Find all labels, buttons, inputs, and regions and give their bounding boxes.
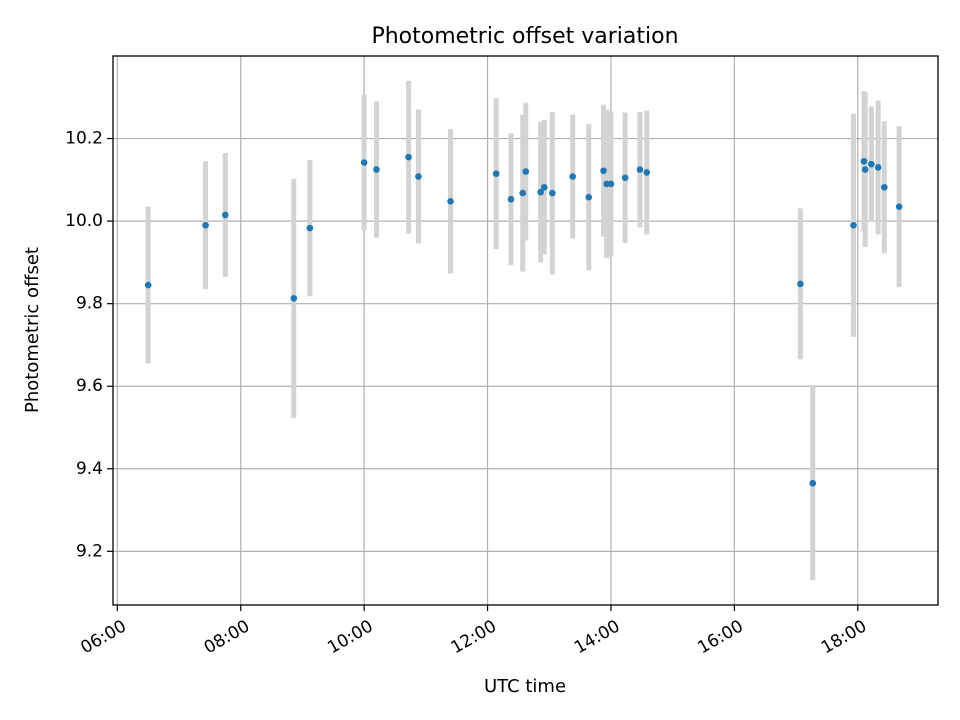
data-point [600,167,607,175]
data-point [585,193,593,201]
data-point [809,479,817,487]
data-point [569,173,577,180]
data-point [405,153,412,161]
data-point [607,180,615,188]
y-tick-label: 9.2 [76,541,103,561]
data-point [537,188,544,196]
y-tick-label: 9.4 [76,459,103,479]
chart-title: Photometric offset variation [371,24,678,49]
data-point [850,221,857,229]
data-point [290,295,298,302]
data-point [306,224,314,232]
data-point [522,168,530,175]
data-point [643,169,651,176]
tick-layer: 06:00 08:00 10:00 12:00 14:00 16:00 18:00 9.2 9.… [65,129,870,659]
y-tick-label: 9.6 [76,376,103,396]
y-tick-label: 10.2 [65,129,103,149]
x-tick-label: 08:00 [201,616,253,658]
data-point [492,170,500,177]
x-tick-label: 06:00 [77,616,129,658]
data-point [621,174,629,182]
data-point [447,197,454,205]
data-point [415,173,422,180]
x-tick-label: 12:00 [448,616,500,658]
data-point [549,189,556,197]
data-point [895,203,903,210]
x-tick-label: 16:00 [694,616,746,658]
data-point [360,159,368,166]
data-point [144,281,152,289]
x-tick-label: 10:00 [324,616,376,658]
data-point [373,166,380,173]
x-tick-label: 14:00 [571,616,623,658]
point-layer [144,153,903,487]
x-axis-label: UTC time [484,676,566,697]
data-point [868,160,875,168]
data-point [519,189,527,197]
data-point [636,166,644,173]
data-point [222,211,229,219]
errorbar-layer [145,80,902,581]
data-point [874,164,882,171]
data-point [541,183,548,191]
y-axis-label: Photometric offset [22,247,43,413]
y-tick-label: 9.8 [76,294,103,314]
data-point [881,183,888,191]
data-point [507,195,515,203]
y-tick-label: 10.0 [65,211,103,231]
plot-frame [112,55,939,606]
data-point [860,157,868,165]
x-tick-label: 18:00 [818,616,870,658]
data-point [797,280,804,288]
data-point [202,221,209,229]
data-point [861,166,869,173]
